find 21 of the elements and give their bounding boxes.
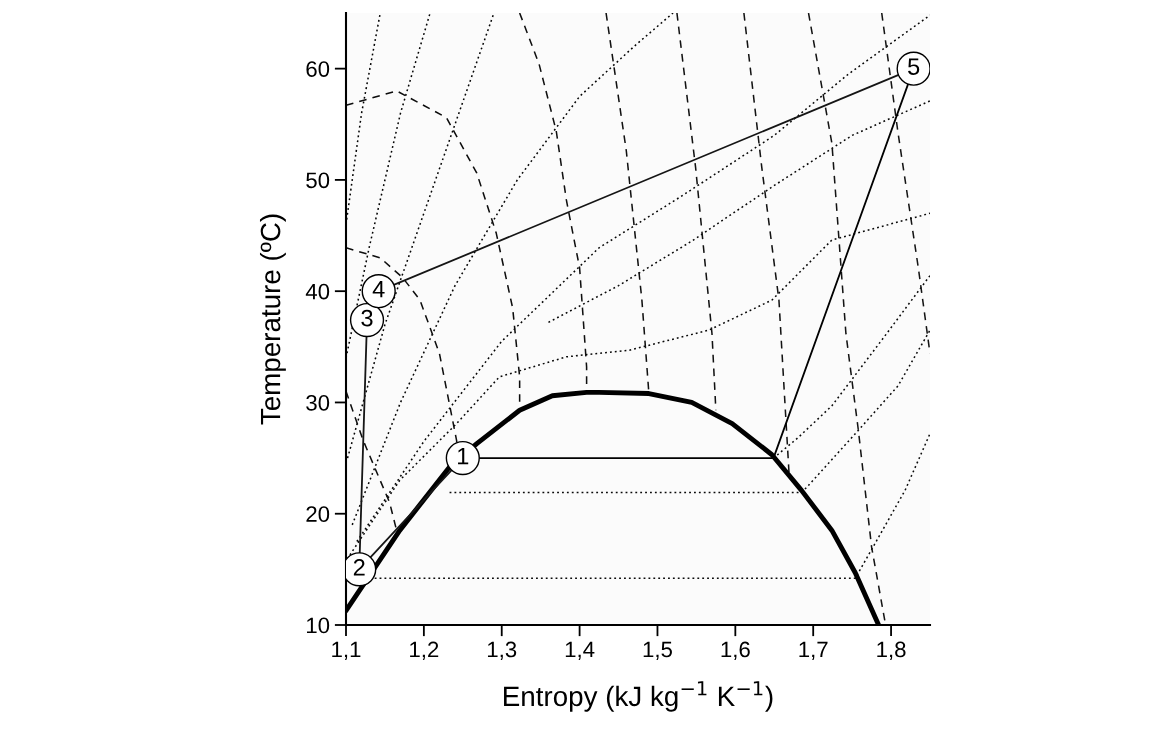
y-tick-label: 20 bbox=[306, 506, 330, 522]
x-tick-label: 1,7 bbox=[799, 641, 828, 660]
y-tick-label: 40 bbox=[305, 283, 330, 300]
annotation: 5 bbox=[908, 58, 920, 75]
y-axis-title: Temperature (ºC) bbox=[259, 214, 286, 425]
annotation: 4 bbox=[372, 281, 385, 298]
x-tick-label: 1,4 bbox=[565, 641, 595, 660]
x-tick-label: 1,3 bbox=[487, 641, 517, 660]
annotation: 1 bbox=[458, 447, 469, 465]
x-tick-label: 1,1 bbox=[332, 641, 361, 660]
y-tick-label: 50 bbox=[306, 172, 330, 189]
x-tick-label: 1,8 bbox=[877, 641, 906, 660]
x-tick-label: 1,6 bbox=[721, 641, 750, 660]
annotation: 3 bbox=[361, 309, 373, 327]
annotation: 2 bbox=[353, 558, 365, 576]
y-tick-label: 60 bbox=[306, 61, 330, 77]
y-tick-label: 10 bbox=[307, 617, 330, 634]
y-tick-label: 30 bbox=[306, 394, 330, 411]
x-tick-label: 1,5 bbox=[643, 641, 672, 660]
x-axis-title: Entropy (kJ kg$^{−1}$ K$^{−1}$) bbox=[504, 681, 773, 712]
x-tick-label: 1,2 bbox=[410, 641, 439, 660]
